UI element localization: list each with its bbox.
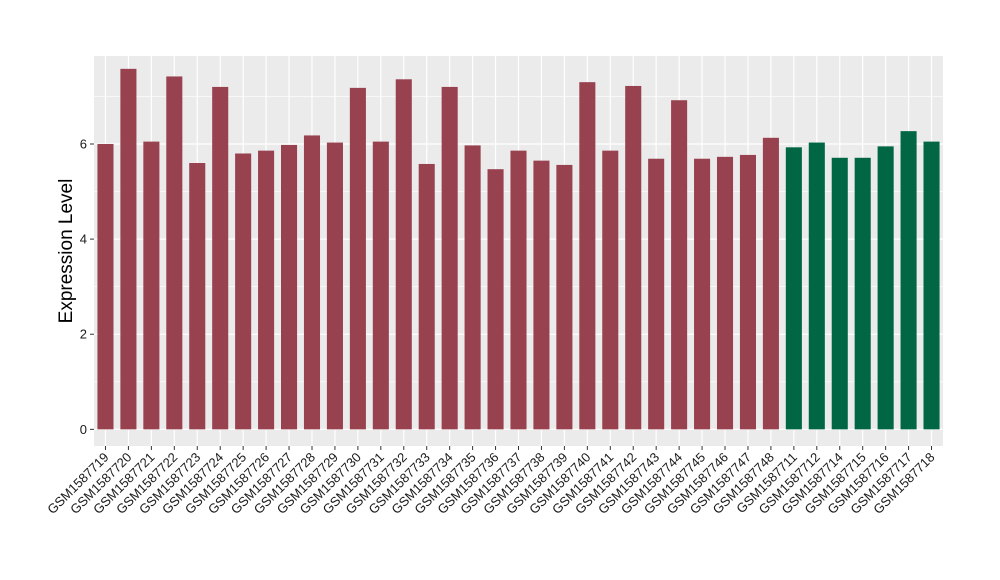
- bar-GSM1587746: [716, 156, 734, 430]
- bar-GSM1587736: [487, 169, 504, 430]
- y-tick-label: 6: [80, 136, 87, 151]
- bar-GSM1587745: [694, 158, 711, 430]
- bar-GSM1587748: [762, 137, 779, 430]
- bar-GSM1587728: [303, 135, 321, 430]
- bar-GSM1587711: [785, 147, 802, 430]
- bar-GSM1587718: [923, 141, 940, 430]
- bar-GSM1587741: [602, 150, 619, 430]
- y-axis: 0 2 4 6: [80, 136, 94, 437]
- y-tick-label: 2: [80, 327, 87, 342]
- bar-GSM1587747: [739, 154, 756, 430]
- bar-GSM1587740: [579, 82, 596, 430]
- bar-GSM1587737: [510, 150, 527, 430]
- bar-GSM1587727: [281, 144, 298, 430]
- x-axis: GSM1587719GSM1587720GSM1587721GSM1587722…: [44, 446, 938, 517]
- bar-GSM1587731: [372, 141, 389, 430]
- bar-GSM1587738: [533, 160, 550, 430]
- bar-GSM1587734: [441, 86, 458, 430]
- y-tick-label: 0: [80, 422, 87, 437]
- bar-GSM1587735: [464, 145, 481, 430]
- bar-GSM1587720: [120, 68, 137, 430]
- bar-GSM1587716: [877, 146, 894, 430]
- bar-GSM1587725: [235, 153, 252, 430]
- bar-GSM1587717: [900, 131, 917, 430]
- y-tick-label: 4: [80, 232, 87, 247]
- bar-GSM1587729: [326, 142, 343, 430]
- bar-GSM1587724: [212, 86, 229, 430]
- bar-GSM1587722: [166, 76, 183, 430]
- bars: [97, 68, 940, 430]
- bar-GSM1587721: [143, 141, 160, 430]
- bar-GSM1587733: [418, 163, 435, 430]
- bar-GSM1587712: [808, 142, 825, 430]
- bar-GSM1587726: [258, 150, 275, 430]
- bar-GSM1587719: [97, 143, 114, 430]
- bar-GSM1587744: [671, 100, 688, 430]
- bar-GSM1587732: [395, 79, 412, 430]
- bar-GSM1587723: [189, 163, 206, 430]
- bar-GSM1587714: [831, 157, 848, 430]
- y-axis-title: Expression Level: [56, 179, 77, 324]
- bar-GSM1587743: [648, 158, 665, 430]
- bar-GSM1587742: [625, 85, 642, 430]
- bar-GSM1587715: [854, 157, 871, 430]
- bar-GSM1587730: [349, 87, 366, 430]
- bar-GSM1587739: [556, 164, 573, 430]
